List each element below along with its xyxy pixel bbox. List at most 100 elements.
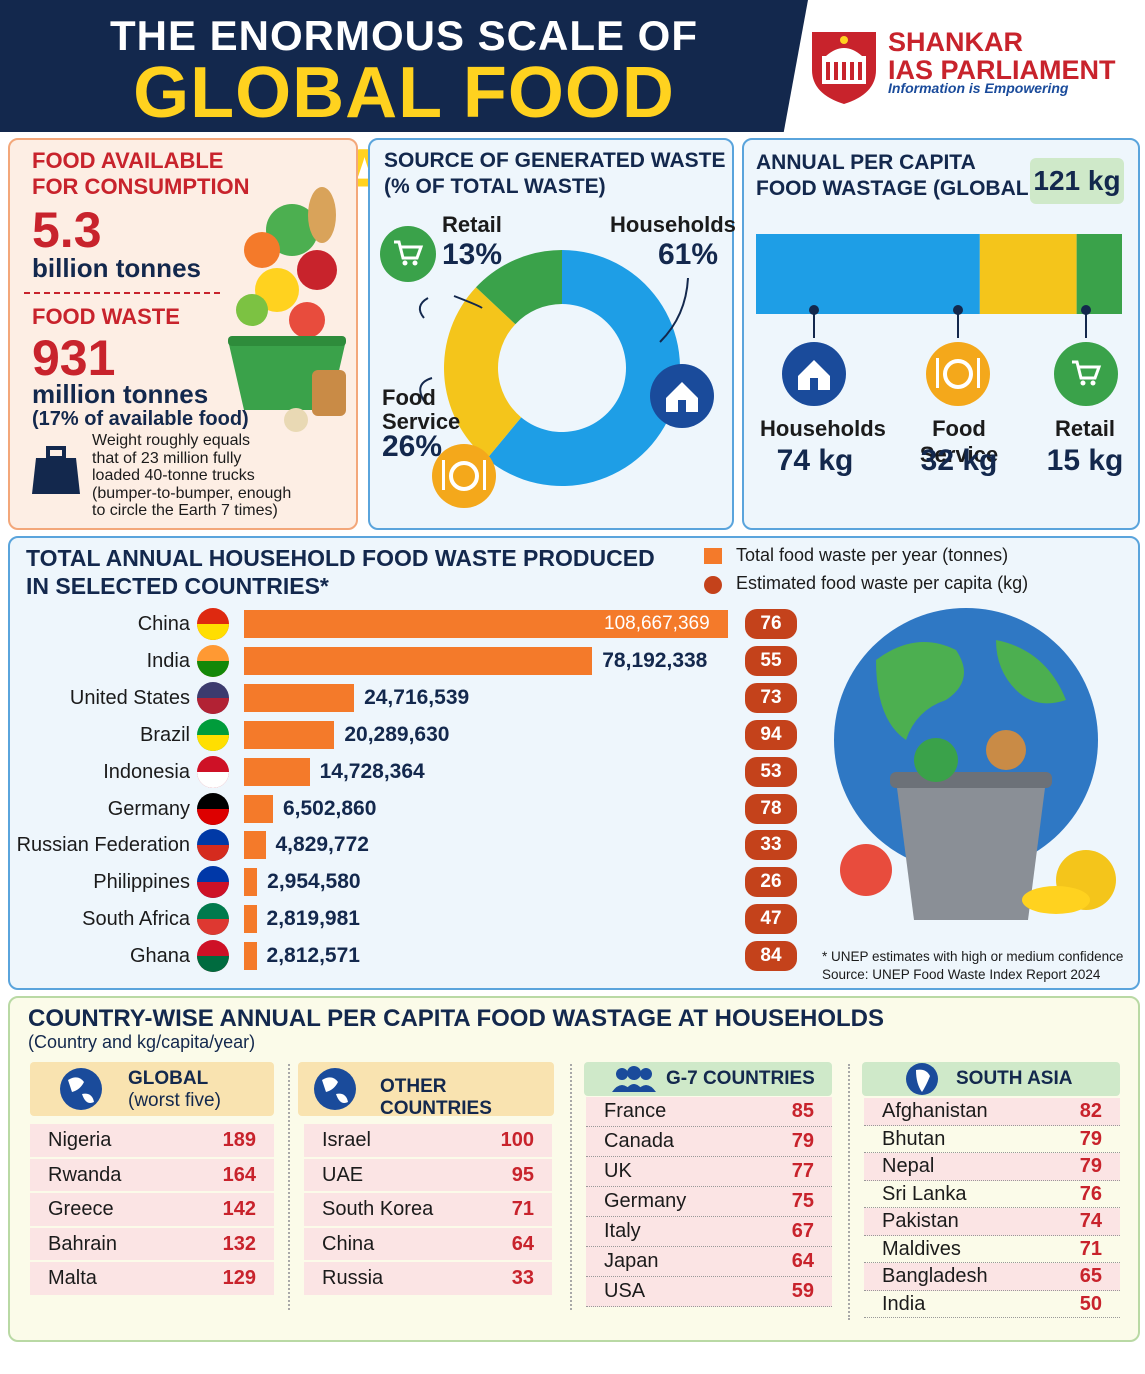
table-row: Canada 79 bbox=[586, 1127, 832, 1157]
country-flag-icon bbox=[197, 792, 229, 825]
country-bar-value: 2,812,571 bbox=[266, 944, 360, 968]
country-flag-icon bbox=[197, 644, 229, 677]
waste-title: FOOD WASTE bbox=[32, 304, 180, 329]
country-name: United States bbox=[69, 686, 190, 709]
food-service-label: Food Service bbox=[382, 385, 461, 434]
row-country: Canada bbox=[604, 1130, 675, 1152]
pc-food-label: Food Service bbox=[919, 416, 999, 467]
country-flag-icon bbox=[197, 903, 229, 936]
weight-icon bbox=[32, 446, 80, 494]
donut-slice-retail bbox=[475, 250, 562, 325]
row-value: 71 bbox=[511, 1198, 534, 1220]
per-capita-badge: 78 bbox=[745, 793, 797, 824]
country-name: South Africa bbox=[82, 908, 190, 931]
donut-slice-households bbox=[486, 250, 680, 486]
row-value: 33 bbox=[511, 1267, 534, 1289]
source-note: * UNEP estimates with high or medium con… bbox=[822, 949, 1124, 982]
households-pct: 61% bbox=[658, 238, 719, 271]
country-bar-value: 4,829,772 bbox=[275, 833, 369, 857]
per-capita-badge: 94 bbox=[745, 719, 797, 750]
retail-cart-icon bbox=[1054, 342, 1118, 406]
sa-header: SOUTH ASIA bbox=[862, 1062, 1120, 1096]
row-value: 129 bbox=[222, 1267, 256, 1289]
logo-emblem-icon bbox=[812, 32, 876, 104]
row-country: France bbox=[604, 1100, 667, 1122]
weight-note: Weight roughly equals that of 23 million … bbox=[92, 432, 292, 519]
pc-connector-dot bbox=[953, 305, 963, 315]
brand-tagline: Information is Empowering bbox=[888, 80, 1069, 96]
pc-segment-retail bbox=[1076, 234, 1122, 314]
per-capita-badge: 76 bbox=[745, 609, 797, 639]
waste-unit: million tonnes bbox=[32, 379, 209, 409]
row-value: 95 bbox=[511, 1163, 534, 1186]
g7-table: France 85 Canada 79 UK 77 Germany 75 Italy 67 Japa… bbox=[586, 1097, 832, 1307]
legend-dot-swatch bbox=[704, 576, 722, 594]
pc-households-label: Households bbox=[760, 416, 886, 441]
divider bbox=[24, 292, 220, 294]
country-bar bbox=[244, 610, 728, 638]
country-bar bbox=[244, 942, 257, 971]
table-row: France 85 bbox=[586, 1097, 832, 1127]
per-capita-total: 121 kg bbox=[1030, 158, 1124, 204]
row-country: Bangladesh bbox=[882, 1265, 988, 1287]
country-bar bbox=[244, 831, 266, 860]
per-capita-stacked-bar bbox=[756, 234, 1122, 406]
country-bar-value: 108,667,369 bbox=[604, 613, 710, 634]
row-value: 79 bbox=[1079, 1127, 1102, 1150]
country-name: Russian Federation bbox=[16, 834, 190, 857]
table-row: UK 77 bbox=[586, 1157, 832, 1187]
row-value: 71 bbox=[1079, 1237, 1102, 1260]
food-service-plate-icon bbox=[432, 444, 496, 508]
per-capita-badge: 26 bbox=[745, 867, 797, 898]
row-country: Afghanistan bbox=[882, 1100, 988, 1122]
per-capita-badge: 55 bbox=[745, 645, 797, 676]
table-row: China 64 bbox=[304, 1227, 552, 1260]
table-row: Russia 33 bbox=[304, 1262, 552, 1295]
legend-bar-swatch bbox=[704, 548, 722, 564]
retail-pct: 13% bbox=[442, 238, 503, 271]
country-name: Indonesia bbox=[103, 760, 190, 783]
row-country: India bbox=[882, 1292, 926, 1315]
countries-title: TOTAL ANNUAL HOUSEHOLD FOOD WASTE PRODUC… bbox=[26, 545, 655, 599]
divider bbox=[848, 1064, 850, 1320]
donut-slice-food-service bbox=[444, 287, 522, 459]
country-bar-value: 20,289,630 bbox=[344, 722, 450, 746]
row-country: Russia bbox=[322, 1267, 384, 1289]
south-asia-map-icon bbox=[906, 1063, 938, 1095]
globe-icon bbox=[60, 1068, 102, 1110]
table-row: Malta 129 bbox=[30, 1262, 274, 1295]
country-flag-icon bbox=[197, 829, 229, 862]
pc-retail-label: Retail bbox=[1055, 416, 1115, 441]
pc-connector-dot bbox=[1081, 305, 1091, 315]
row-value: 64 bbox=[511, 1232, 534, 1255]
row-value: 164 bbox=[222, 1163, 256, 1186]
table-row: Israel 100 bbox=[304, 1124, 552, 1157]
pc-households-value: 74 kg bbox=[776, 444, 854, 477]
row-country: China bbox=[322, 1232, 375, 1255]
country-flag-icon bbox=[197, 681, 229, 714]
row-country: USA bbox=[604, 1280, 646, 1302]
country-bar-value: 2,954,580 bbox=[267, 870, 361, 894]
row-country: Sri Lanka bbox=[882, 1182, 967, 1205]
country-bar-value: 78,192,338 bbox=[602, 648, 708, 672]
header-banner bbox=[0, 0, 808, 132]
row-value: 67 bbox=[791, 1220, 814, 1242]
consumption-value: 5.3 bbox=[32, 202, 102, 258]
country-bar bbox=[244, 646, 593, 675]
consumption-unit: billion tonnes bbox=[32, 253, 201, 283]
country-flag-icon bbox=[197, 755, 229, 788]
row-value: 189 bbox=[222, 1129, 256, 1151]
table-row: Rwanda 164 bbox=[30, 1158, 274, 1191]
row-country: Maldives bbox=[882, 1237, 961, 1260]
pc-retail-value: 15 kg bbox=[1046, 444, 1124, 477]
row-country: South Korea bbox=[322, 1198, 434, 1220]
country-name: Philippines bbox=[93, 871, 190, 894]
row-value: 142 bbox=[222, 1198, 256, 1220]
country-bar bbox=[244, 868, 258, 897]
table-row: Greece 142 bbox=[30, 1193, 274, 1226]
country-bar-value: 24,716,539 bbox=[364, 685, 470, 709]
per-capita-badge: 84 bbox=[745, 941, 797, 972]
country-bar bbox=[244, 905, 257, 934]
row-country: UK bbox=[604, 1160, 632, 1182]
row-value: 77 bbox=[791, 1160, 814, 1182]
